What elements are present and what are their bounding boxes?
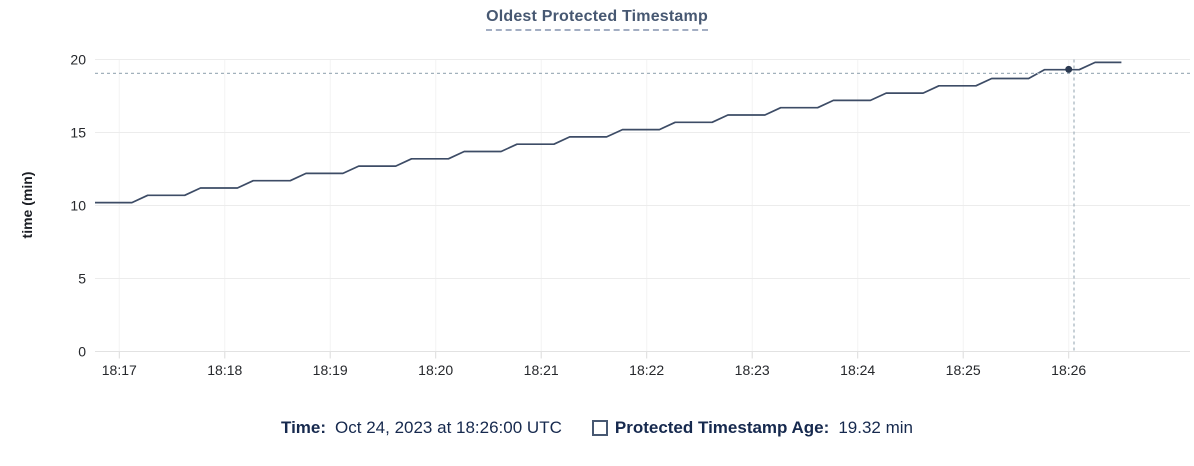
chart-plot-area[interactable]: 18:17 18:18 18:19 18:20 18:21 18:22 18:23 18:24… [0, 40, 1194, 392]
time-value: Oct 24, 2023 at 18:26:00 UTC [335, 418, 562, 437]
y-tick-label: 0 [78, 344, 86, 360]
time-label: Time: [281, 418, 327, 437]
x-tick-label: 18:19 [313, 362, 348, 378]
x-tick-label: 18:20 [418, 362, 453, 378]
x-tick-label: 18:25 [946, 362, 981, 378]
series-checkbox-icon[interactable] [591, 420, 608, 436]
y-tick-label: 20 [70, 52, 86, 68]
y-axis-title: time (min) [19, 172, 35, 239]
chart-title[interactable]: Oldest Protected Timestamp [486, 8, 708, 31]
x-tick-label: 18:18 [207, 362, 242, 378]
x-tick-label: 18:21 [524, 362, 559, 378]
series-line [95, 61, 1122, 204]
x-tick-label: 18:22 [629, 362, 664, 378]
series-label[interactable]: Protected Timestamp Age: [614, 418, 830, 437]
x-tick-label: 18:17 [102, 362, 137, 378]
x-tick-label: 18:23 [735, 362, 770, 378]
chart-title-row: Oldest Protected Timestamp [0, 8, 1194, 31]
x-tick-label: 18:26 [1051, 362, 1086, 378]
hover-point [1065, 65, 1073, 73]
y-tick-label: 15 [70, 125, 86, 141]
y-tick-label: 5 [78, 271, 86, 287]
y-tick-label: 10 [70, 198, 86, 214]
x-tick-label: 18:24 [840, 362, 875, 378]
series-value: 19.32 min [838, 418, 913, 437]
chart-legend: Time: Oct 24, 2023 at 18:26:00 UTC Prote… [0, 417, 1194, 439]
